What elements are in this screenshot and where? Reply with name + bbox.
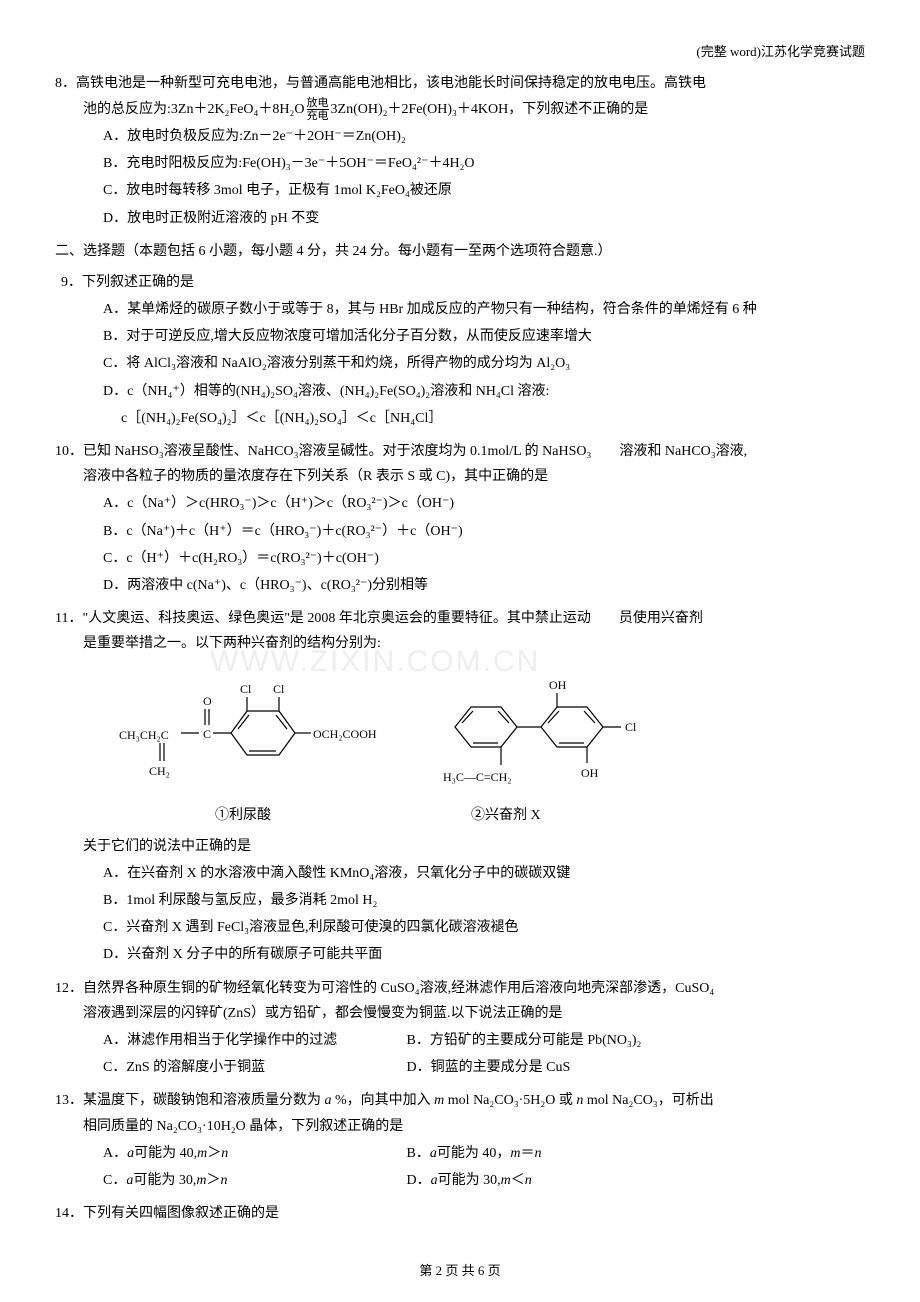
q9-stem: 9．下列叙述正确的是: [61, 270, 865, 295]
q8-stem-line1: 8．高铁电池是一种新型可充电电池，与普通高能电池相比，该电池能长时间保持稳定的放…: [55, 71, 865, 96]
q10-stem-line2: 溶液中各粒子的物质的量浓度存在下列关系（R 表示 S 或 C)，其中正确的是: [83, 464, 865, 489]
q13-option-c: C．a 可能为 30,m＞n: [103, 1168, 403, 1193]
q11-label-1: ①利尿酸: [215, 803, 271, 828]
question-8: 8．高铁电池是一种新型可充电电池，与普通高能电池相比，该电池能长时间保持稳定的放…: [55, 71, 865, 230]
q8-reaction-arrow: 放电充电: [307, 97, 329, 122]
q12-option-c: C．ZnS 的溶解度小于铜蓝: [103, 1055, 403, 1080]
q12-option-a: A．淋滤作用相当于化学操作中的过滤: [103, 1028, 403, 1053]
question-10: 10．已知 NaHSO₃溶液呈酸性、NaHCO₃溶液呈碱性。对于浓度均为 0.1…: [55, 439, 865, 598]
q13-option-d: D．a 可能为 30,m＜n: [407, 1168, 532, 1193]
q11-option-a: A．在兴奋剂 X 的水溶液中滴入酸性 KMnO₄溶液，只氧化分子中的碳碳双键: [103, 861, 865, 886]
q9-option-a: A．某单烯烃的碳原子数小于或等于 8，其与 HBr 加成反应的产物只有一种结构，…: [103, 297, 865, 322]
svg-text:C: C: [203, 727, 211, 741]
q12-options-row2: C．ZnS 的溶解度小于铜蓝 D．铜蓝的主要成分是 CuS: [103, 1055, 865, 1080]
svg-text:Cl: Cl: [625, 720, 637, 734]
q8-option-c: C．放电时每转移 3mol 电子，正极有 1mol K₂FeO₄被还原: [103, 178, 865, 203]
q11-option-d: D．兴奋剂 X 分子中的所有碳原子可能共平面: [103, 942, 865, 967]
page-footer: 第 2 页 共 6 页: [0, 1259, 920, 1282]
question-14: 14．下列有关四幅图像叙述正确的是: [55, 1201, 865, 1226]
section-2-heading: 二、选择题（本题包括 6 小题，每小题 4 分，共 24 分。每小题有一至两个选…: [55, 239, 865, 264]
q9-option-c: C．将 AlCl₃溶液和 NaAlO₂溶液分别蒸干和灼烧，所得产物的成分均为 A…: [103, 351, 865, 376]
q12-options-row1: A．淋滤作用相当于化学操作中的过滤 B．方铅矿的主要成分可能是 Pb(NO₃)₂: [103, 1028, 865, 1053]
q8-option-d: D．放电时正极附近溶液的 pH 不变: [103, 206, 865, 231]
q12-stem-line1: 12．自然界各种原生铜的矿物经氧化转变为可溶性的 CuSO₄溶液,经淋滤作用后溶…: [55, 976, 865, 1001]
q10-option-c: C．c（H⁺）＋c(H₂RO₃）＝c(RO₃²⁻)＋c(OH⁻): [103, 546, 865, 571]
q11-stem-line1: 11．"人文奥运、科技奥运、绿色奥运"是 2008 年北京奥运会的重要特征。其中…: [55, 606, 865, 631]
svg-text:OH: OH: [549, 678, 567, 692]
question-11: 11．"人文奥运、科技奥运、绿色奥运"是 2008 年北京奥运会的重要特征。其中…: [55, 606, 865, 968]
q10-stem-line1: 10．已知 NaHSO₃溶液呈酸性、NaHCO₃溶液呈碱性。对于浓度均为 0.1…: [55, 439, 865, 464]
question-12: 12．自然界各种原生铜的矿物经氧化转变为可溶性的 CuSO₄溶液,经淋滤作用后溶…: [55, 976, 865, 1081]
q12-option-b: B．方铅矿的主要成分可能是 Pb(NO₃)₂: [407, 1028, 642, 1053]
q8-stem-c: 3Zn(OH)₂＋2Fe(OH)₃＋4KOH，下列叙述不正确的是: [331, 102, 649, 117]
q12-option-d: D．铜蓝的主要成分是 CuS: [407, 1055, 571, 1080]
q13-stem-line1: 13．某温度下，碳酸钠饱和溶液质量分数为 a %，向其中加入 m mol Na₂…: [55, 1088, 865, 1113]
svg-text:CH₂: CH₂: [149, 764, 170, 778]
q9-option-d-line1: D．c（NH₄⁺）相等的(NH₄)₂SO₄溶液、(NH₄)₂Fe(SO₄)₂溶液…: [103, 379, 865, 404]
svg-text:O: O: [203, 694, 212, 708]
q11-follow: 关于它们的说法中正确的是: [83, 834, 865, 859]
q13-options-row1: A．a 可能为 40,m＞n B．a 可能为 40，m＝n: [103, 1141, 865, 1166]
svg-text:OH: OH: [581, 766, 599, 780]
q13-option-b: B．a 可能为 40，m＝n: [407, 1141, 542, 1166]
q11-label-2: ②兴奋剂 X: [471, 803, 541, 828]
q8-stem-b: 池的总反应为:3Zn＋2K₂FeO₄＋8H₂O: [83, 102, 305, 117]
svg-text:H₃C—C=CH₂: H₃C—C=CH₂: [443, 770, 511, 784]
q12-stem-line2: 溶液遇到深层的闪锌矿(ZnS）或方铅矿，都会慢慢变为铜蓝.以下说法正确的是: [83, 1001, 865, 1026]
q11-structure-labels: ①利尿酸 ②兴奋剂 X: [215, 803, 865, 828]
svg-text:Cl: Cl: [273, 682, 285, 696]
q10-option-a: A．c（Na⁺）＞c(HRO₃⁻)＞c（H⁺)＞c（RO₃²⁻)＞c（OH⁻): [103, 491, 865, 516]
q10-option-d: D．两溶液中 c(Na⁺)、c（HRO₃⁻)、c(RO₃²⁻)分别相等: [103, 573, 865, 598]
molecule-2-diagram: H₃C—C=CH₂ OH Cl OH: [435, 667, 675, 797]
svg-text:CH₃CH₂C: CH₃CH₂C: [119, 728, 169, 742]
q13-options-row2: C．a 可能为 30,m＞n D．a 可能为 30,m＜n: [103, 1168, 865, 1193]
q13-option-a: A．a 可能为 40,m＞n: [103, 1141, 403, 1166]
q11-option-b: B．1mol 利尿酸与氢反应，最多消耗 2mol H₂: [103, 888, 865, 913]
question-9: 9．下列叙述正确的是 A．某单烯烃的碳原子数小于或等于 8，其与 HBr 加成反…: [55, 270, 865, 431]
q13-stem-line2: 相同质量的 Na₂CO₃·10H₂O 晶体，下列叙述正确的是: [83, 1114, 865, 1139]
svg-text:OCH₂COOH: OCH₂COOH: [313, 727, 377, 741]
header-note: (完整 word)江苏化学竞赛试题: [55, 40, 865, 63]
q8-stem-line2: 池的总反应为:3Zn＋2K₂FeO₄＋8H₂O放电充电3Zn(OH)₂＋2Fe(…: [83, 97, 865, 122]
q11-option-c: C．兴奋剂 X 遇到 FeCl₃溶液显色,利尿酸可使溴的四氯化碳溶液褪色: [103, 915, 865, 940]
q9-option-d-line2: c［(NH₄)₂Fe(SO₄)₂］＜c［(NH₄)₂SO₄］＜c［NH₄Cl］: [121, 406, 865, 431]
q10-option-b: B．c（Na⁺)＋c（H⁺）＝c（HRO₃⁻)＋c(RO₃²⁻）＋c（OH⁻): [103, 519, 865, 544]
q14-stem: 14．下列有关四幅图像叙述正确的是: [55, 1201, 865, 1226]
q9-option-b: B．对于可逆反应,增大反应物浓度可增加活化分子百分数，从而使反应速率增大: [103, 324, 865, 349]
q11-stem-line2: 是重要举措之一。以下两种兴奋剂的结构分别为:: [83, 631, 865, 656]
q11-structures-row: CH₃CH₂C CH₂ C O Cl Cl: [115, 667, 865, 797]
question-13: 13．某温度下，碳酸钠饱和溶液质量分数为 a %，向其中加入 m mol Na₂…: [55, 1088, 865, 1193]
svg-text:Cl: Cl: [240, 682, 252, 696]
q8-option-b: B．充电时阳极反应为:Fe(OH)₃－3e⁻＋5OH⁻＝FeO₄²⁻＋4H₂O: [103, 151, 865, 176]
q8-option-a: A．放电时负极反应为:Zn－2e⁻＋2OH⁻＝Zn(OH)₂: [103, 124, 865, 149]
molecule-1-diagram: CH₃CH₂C CH₂ C O Cl Cl: [115, 667, 395, 787]
